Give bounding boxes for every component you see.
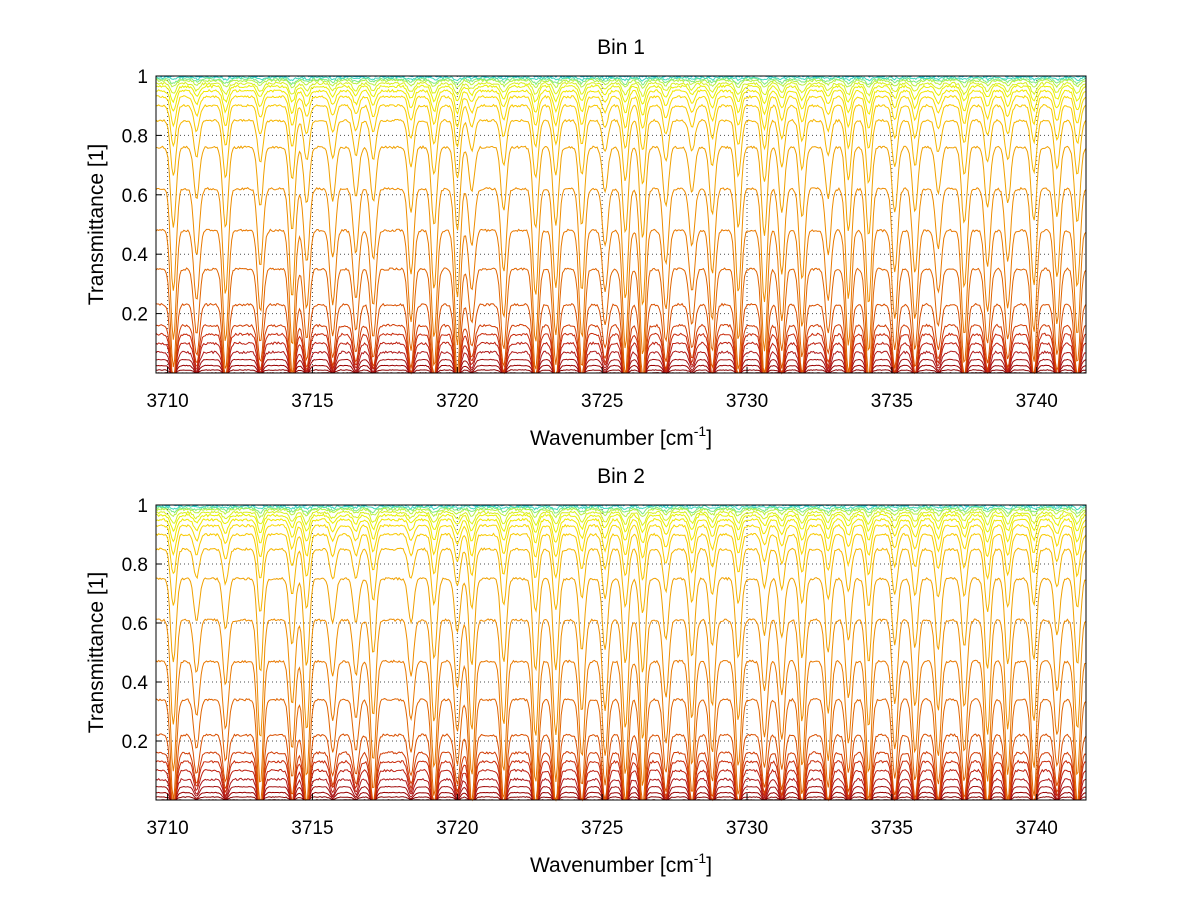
x-tick-label: 3730 xyxy=(726,391,768,412)
y-tick-label: 0.2 xyxy=(122,732,148,753)
series-line xyxy=(155,81,1087,97)
series-line xyxy=(155,733,1087,802)
series-line xyxy=(155,750,1087,802)
y-tick-label: 0.2 xyxy=(122,305,148,326)
x-axis-label-main: Wavenumber [cm xyxy=(530,427,694,450)
x-axis-label-superscript: -1 xyxy=(694,850,707,866)
series-line xyxy=(155,341,1087,375)
series-line xyxy=(155,513,1087,534)
y-tick-label: 0.8 xyxy=(122,555,148,576)
x-tick-label: 3715 xyxy=(291,391,333,412)
series-line xyxy=(155,77,1087,86)
subplot-bin-2: Bin 2 Transmittance [1] Wavenumber [cm-1… xyxy=(85,465,1087,877)
y-tick-label: 0.4 xyxy=(122,245,149,266)
x-tick-label: 3740 xyxy=(1016,818,1058,839)
x-tick-label: 3725 xyxy=(581,818,623,839)
series-line xyxy=(155,697,1087,802)
plot-frame xyxy=(155,75,1087,374)
x-tick-label: 3740 xyxy=(1016,391,1058,412)
x-axis-label-end: ] xyxy=(706,854,712,877)
series-line xyxy=(155,94,1087,132)
series-line xyxy=(155,118,1087,185)
series-line xyxy=(155,618,1087,739)
series-line xyxy=(155,145,1087,238)
y-tick-label: 1 xyxy=(137,67,148,88)
series-line xyxy=(155,350,1087,375)
series-line xyxy=(155,507,1087,519)
x-tick-label: 3710 xyxy=(146,391,188,412)
series-line xyxy=(155,517,1087,544)
series-line xyxy=(155,88,1086,116)
series-line xyxy=(155,777,1087,802)
x-tick-label: 3710 xyxy=(146,818,188,839)
x-axis-label: Wavenumber [cm-1] xyxy=(530,423,712,450)
series-line xyxy=(155,510,1087,527)
series-line xyxy=(155,547,1087,613)
series-line xyxy=(155,796,1087,801)
x-tick-label: 3720 xyxy=(436,818,478,839)
chart-title: Bin 2 xyxy=(597,465,645,488)
subplot-bin-1: Bin 1 Transmittance [1] Wavenumber [cm-1… xyxy=(85,36,1087,450)
y-axis-label: Transmittance [1] xyxy=(85,144,108,305)
plot-frame xyxy=(155,504,1087,801)
y-tick-label: 1 xyxy=(137,496,148,517)
x-tick-label: 3730 xyxy=(726,818,768,839)
series-line xyxy=(155,75,1087,82)
series-line xyxy=(155,523,1087,559)
series-line xyxy=(156,785,1087,801)
series-line xyxy=(155,302,1087,375)
y-tick-label: 0.6 xyxy=(122,186,148,207)
y-tick-label: 0.8 xyxy=(122,126,148,147)
x-tick-label: 3720 xyxy=(436,391,478,412)
series-line xyxy=(155,659,1087,786)
chart-title: Bin 1 xyxy=(597,36,645,59)
series-line xyxy=(155,369,1087,374)
x-tick-label: 3725 xyxy=(581,391,623,412)
series-line xyxy=(155,228,1087,355)
series-line xyxy=(155,267,1087,374)
y-axis-label: Transmittance [1] xyxy=(85,572,108,733)
series-group xyxy=(155,75,1087,375)
series-line xyxy=(155,323,1087,375)
y-tick-label: 0.6 xyxy=(122,614,148,635)
series-line xyxy=(155,364,1087,374)
series-line xyxy=(155,78,1087,89)
x-tick-label: 3735 xyxy=(871,818,913,839)
series-line xyxy=(156,103,1087,151)
series-line xyxy=(155,505,1087,515)
y-tick-label: 0.4 xyxy=(122,673,149,694)
x-axis-label-end: ] xyxy=(706,427,712,450)
x-axis-label-main: Wavenumber [cm xyxy=(530,854,694,877)
x-tick-label: 3715 xyxy=(291,818,333,839)
series-line xyxy=(156,576,1087,673)
series-line xyxy=(155,84,1087,105)
series-line xyxy=(155,358,1087,374)
x-axis-label-superscript: -1 xyxy=(694,423,707,439)
x-axis-label: Wavenumber [cm-1] xyxy=(530,850,712,877)
series-line xyxy=(155,791,1087,801)
series-line xyxy=(155,186,1087,306)
series-line xyxy=(155,532,1087,581)
series-group xyxy=(155,504,1087,802)
series-line xyxy=(155,504,1087,511)
x-tick-label: 3735 xyxy=(871,391,913,412)
